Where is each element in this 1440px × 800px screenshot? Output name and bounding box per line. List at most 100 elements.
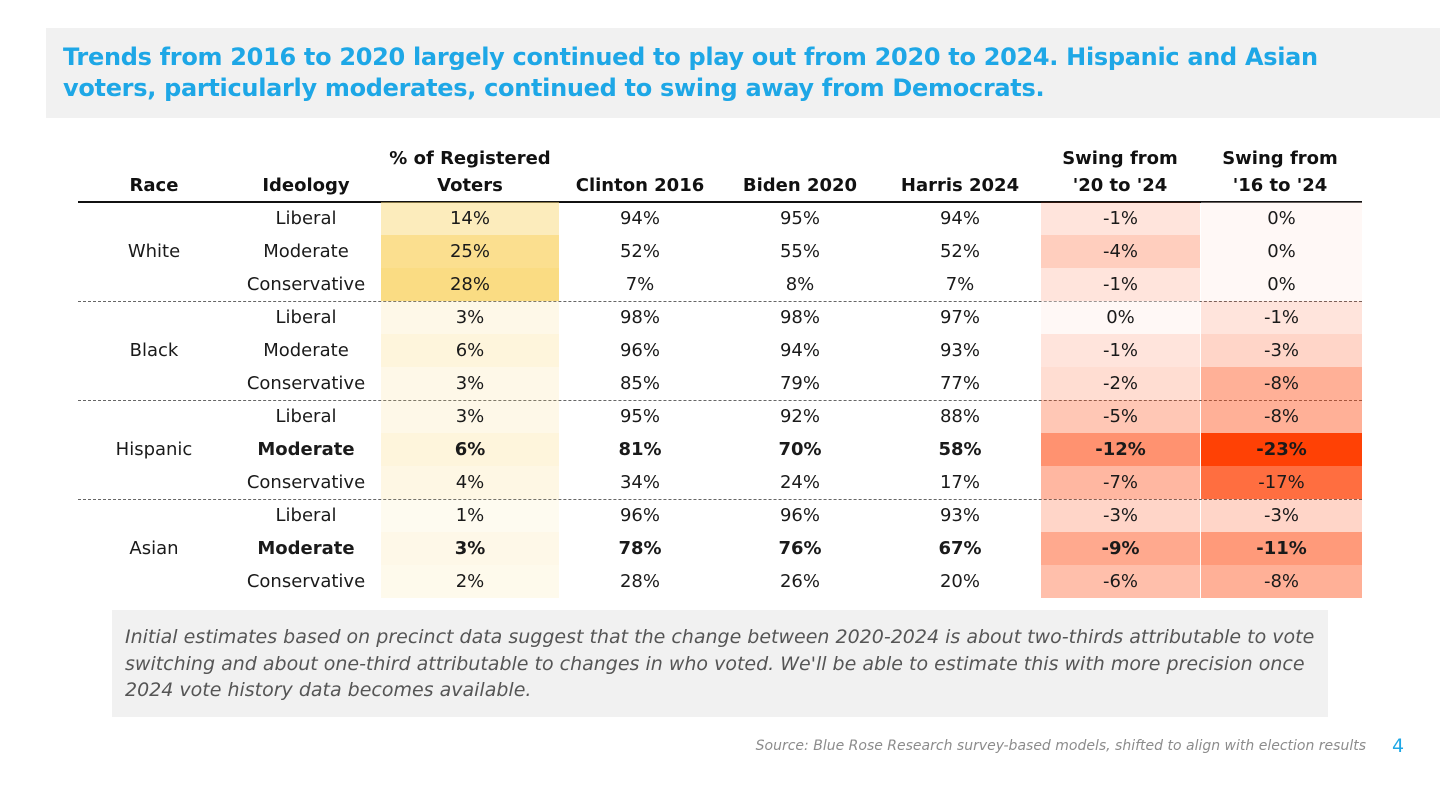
- cell-harris: 94%: [939, 208, 980, 229]
- header-rule: [78, 201, 1362, 203]
- cell-swing16: -11%: [1201, 532, 1362, 565]
- cell-share: 14%: [381, 202, 559, 235]
- cell-biden: 96%: [779, 505, 820, 526]
- cell-biden: 94%: [779, 340, 820, 361]
- cell-clinton: 94%: [619, 208, 660, 229]
- cell-swing20: -1%: [1041, 268, 1200, 301]
- cell-share: 6%: [381, 433, 559, 466]
- cell-swing20: 0%: [1041, 301, 1200, 334]
- cell-harris: 77%: [939, 373, 980, 394]
- title-band: Trends from 2016 to 2020 largely continu…: [46, 28, 1440, 118]
- cell-share: 4%: [381, 466, 559, 499]
- cell-swing20: -1%: [1041, 334, 1200, 367]
- cell-clinton: 78%: [618, 538, 662, 559]
- group-divider: [78, 400, 1362, 401]
- cell-ideology: Moderate: [263, 340, 349, 361]
- cell-ideology: Liberal: [275, 406, 337, 427]
- cell-clinton: 81%: [618, 439, 662, 460]
- cell-harris: 7%: [945, 274, 975, 295]
- cell-share: 6%: [381, 334, 559, 367]
- cell-ideology: Conservative: [246, 274, 366, 295]
- page-number: 4: [1392, 735, 1405, 757]
- group-divider: [78, 499, 1362, 500]
- cell-biden: 24%: [779, 472, 820, 493]
- cell-swing20: -3%: [1041, 499, 1200, 532]
- cell-share: 2%: [381, 565, 559, 598]
- header-swing-16-24: Swing from '16 to '24: [1222, 148, 1338, 196]
- cell-ideology: Conservative: [246, 571, 366, 592]
- cell-ideology: Moderate: [263, 241, 349, 262]
- cell-clinton: 98%: [619, 307, 660, 328]
- header-harris: Harris 2024: [900, 175, 1020, 196]
- cell-biden: 8%: [785, 274, 815, 295]
- cell-harris: 20%: [939, 571, 980, 592]
- cell-share: 1%: [381, 499, 559, 532]
- cell-clinton: 96%: [619, 505, 660, 526]
- cell-swing16: -8%: [1201, 565, 1362, 598]
- cell-clinton: 28%: [619, 571, 660, 592]
- header-biden: Biden 2020: [742, 175, 858, 196]
- group-divider: [78, 301, 1362, 302]
- cell-share: 3%: [381, 367, 559, 400]
- cell-biden: 98%: [779, 307, 820, 328]
- cell-swing20: -5%: [1041, 400, 1200, 433]
- cell-harris: 58%: [938, 439, 982, 460]
- header-share: % of Registered Voters: [389, 148, 551, 196]
- cell-clinton: 52%: [619, 241, 660, 262]
- cell-swing20: -2%: [1041, 367, 1200, 400]
- cell-clinton: 85%: [619, 373, 660, 394]
- cell-harris: 97%: [939, 307, 980, 328]
- cell-swing20: -12%: [1041, 433, 1200, 466]
- cell-clinton: 95%: [619, 406, 660, 427]
- cell-swing20: -7%: [1041, 466, 1200, 499]
- cell-clinton: 7%: [625, 274, 655, 295]
- cell-swing16: -3%: [1201, 499, 1362, 532]
- cell-share: 25%: [381, 235, 559, 268]
- cell-biden: 26%: [779, 571, 820, 592]
- cell-ideology: Conservative: [246, 373, 366, 394]
- header-swing-20-24: Swing from '20 to '24: [1062, 148, 1178, 196]
- header-race: Race: [129, 175, 179, 196]
- header-clinton: Clinton 2016: [575, 175, 705, 196]
- cell-harris: 67%: [938, 538, 982, 559]
- cell-harris: 88%: [939, 406, 980, 427]
- cell-harris: 52%: [939, 241, 980, 262]
- note-box: Initial estimates based on precinct data…: [112, 610, 1328, 717]
- header-ideology: Ideology: [262, 175, 350, 196]
- cell-swing16: 0%: [1201, 202, 1362, 235]
- cell-swing16: 0%: [1201, 268, 1362, 301]
- cell-swing16: -23%: [1201, 433, 1362, 466]
- cell-ideology: Conservative: [246, 472, 366, 493]
- cell-swing20: -9%: [1041, 532, 1200, 565]
- cell-clinton: 96%: [619, 340, 660, 361]
- cell-swing20: -4%: [1041, 235, 1200, 268]
- cell-biden: 76%: [778, 538, 822, 559]
- cell-harris: 93%: [939, 505, 980, 526]
- cell-share: 3%: [381, 532, 559, 565]
- race-label: Black: [129, 340, 179, 361]
- cell-share: 3%: [381, 301, 559, 334]
- cell-swing16: -17%: [1201, 466, 1362, 499]
- race-label: Asian: [129, 538, 179, 559]
- race-label: White: [127, 241, 181, 262]
- cell-swing16: -8%: [1201, 400, 1362, 433]
- cell-swing16: -1%: [1201, 301, 1362, 334]
- cell-swing16: -8%: [1201, 367, 1362, 400]
- cell-swing16: 0%: [1201, 235, 1362, 268]
- race-label: Hispanic: [115, 439, 193, 460]
- cell-biden: 79%: [779, 373, 820, 394]
- cell-ideology: Moderate: [257, 538, 355, 559]
- cell-harris: 17%: [939, 472, 980, 493]
- cell-biden: 55%: [779, 241, 820, 262]
- cell-swing20: -6%: [1041, 565, 1200, 598]
- cell-ideology: Liberal: [275, 208, 337, 229]
- note-text: Initial estimates based on precinct data…: [125, 626, 1315, 701]
- cell-share: 28%: [381, 268, 559, 301]
- source-note: Source: Blue Rose Research survey-based …: [755, 738, 1366, 754]
- cell-harris: 93%: [939, 340, 980, 361]
- cell-biden: 92%: [779, 406, 820, 427]
- cell-ideology: Liberal: [275, 505, 337, 526]
- cell-ideology: Moderate: [257, 439, 355, 460]
- cell-biden: 95%: [779, 208, 820, 229]
- cell-swing20: -1%: [1041, 202, 1200, 235]
